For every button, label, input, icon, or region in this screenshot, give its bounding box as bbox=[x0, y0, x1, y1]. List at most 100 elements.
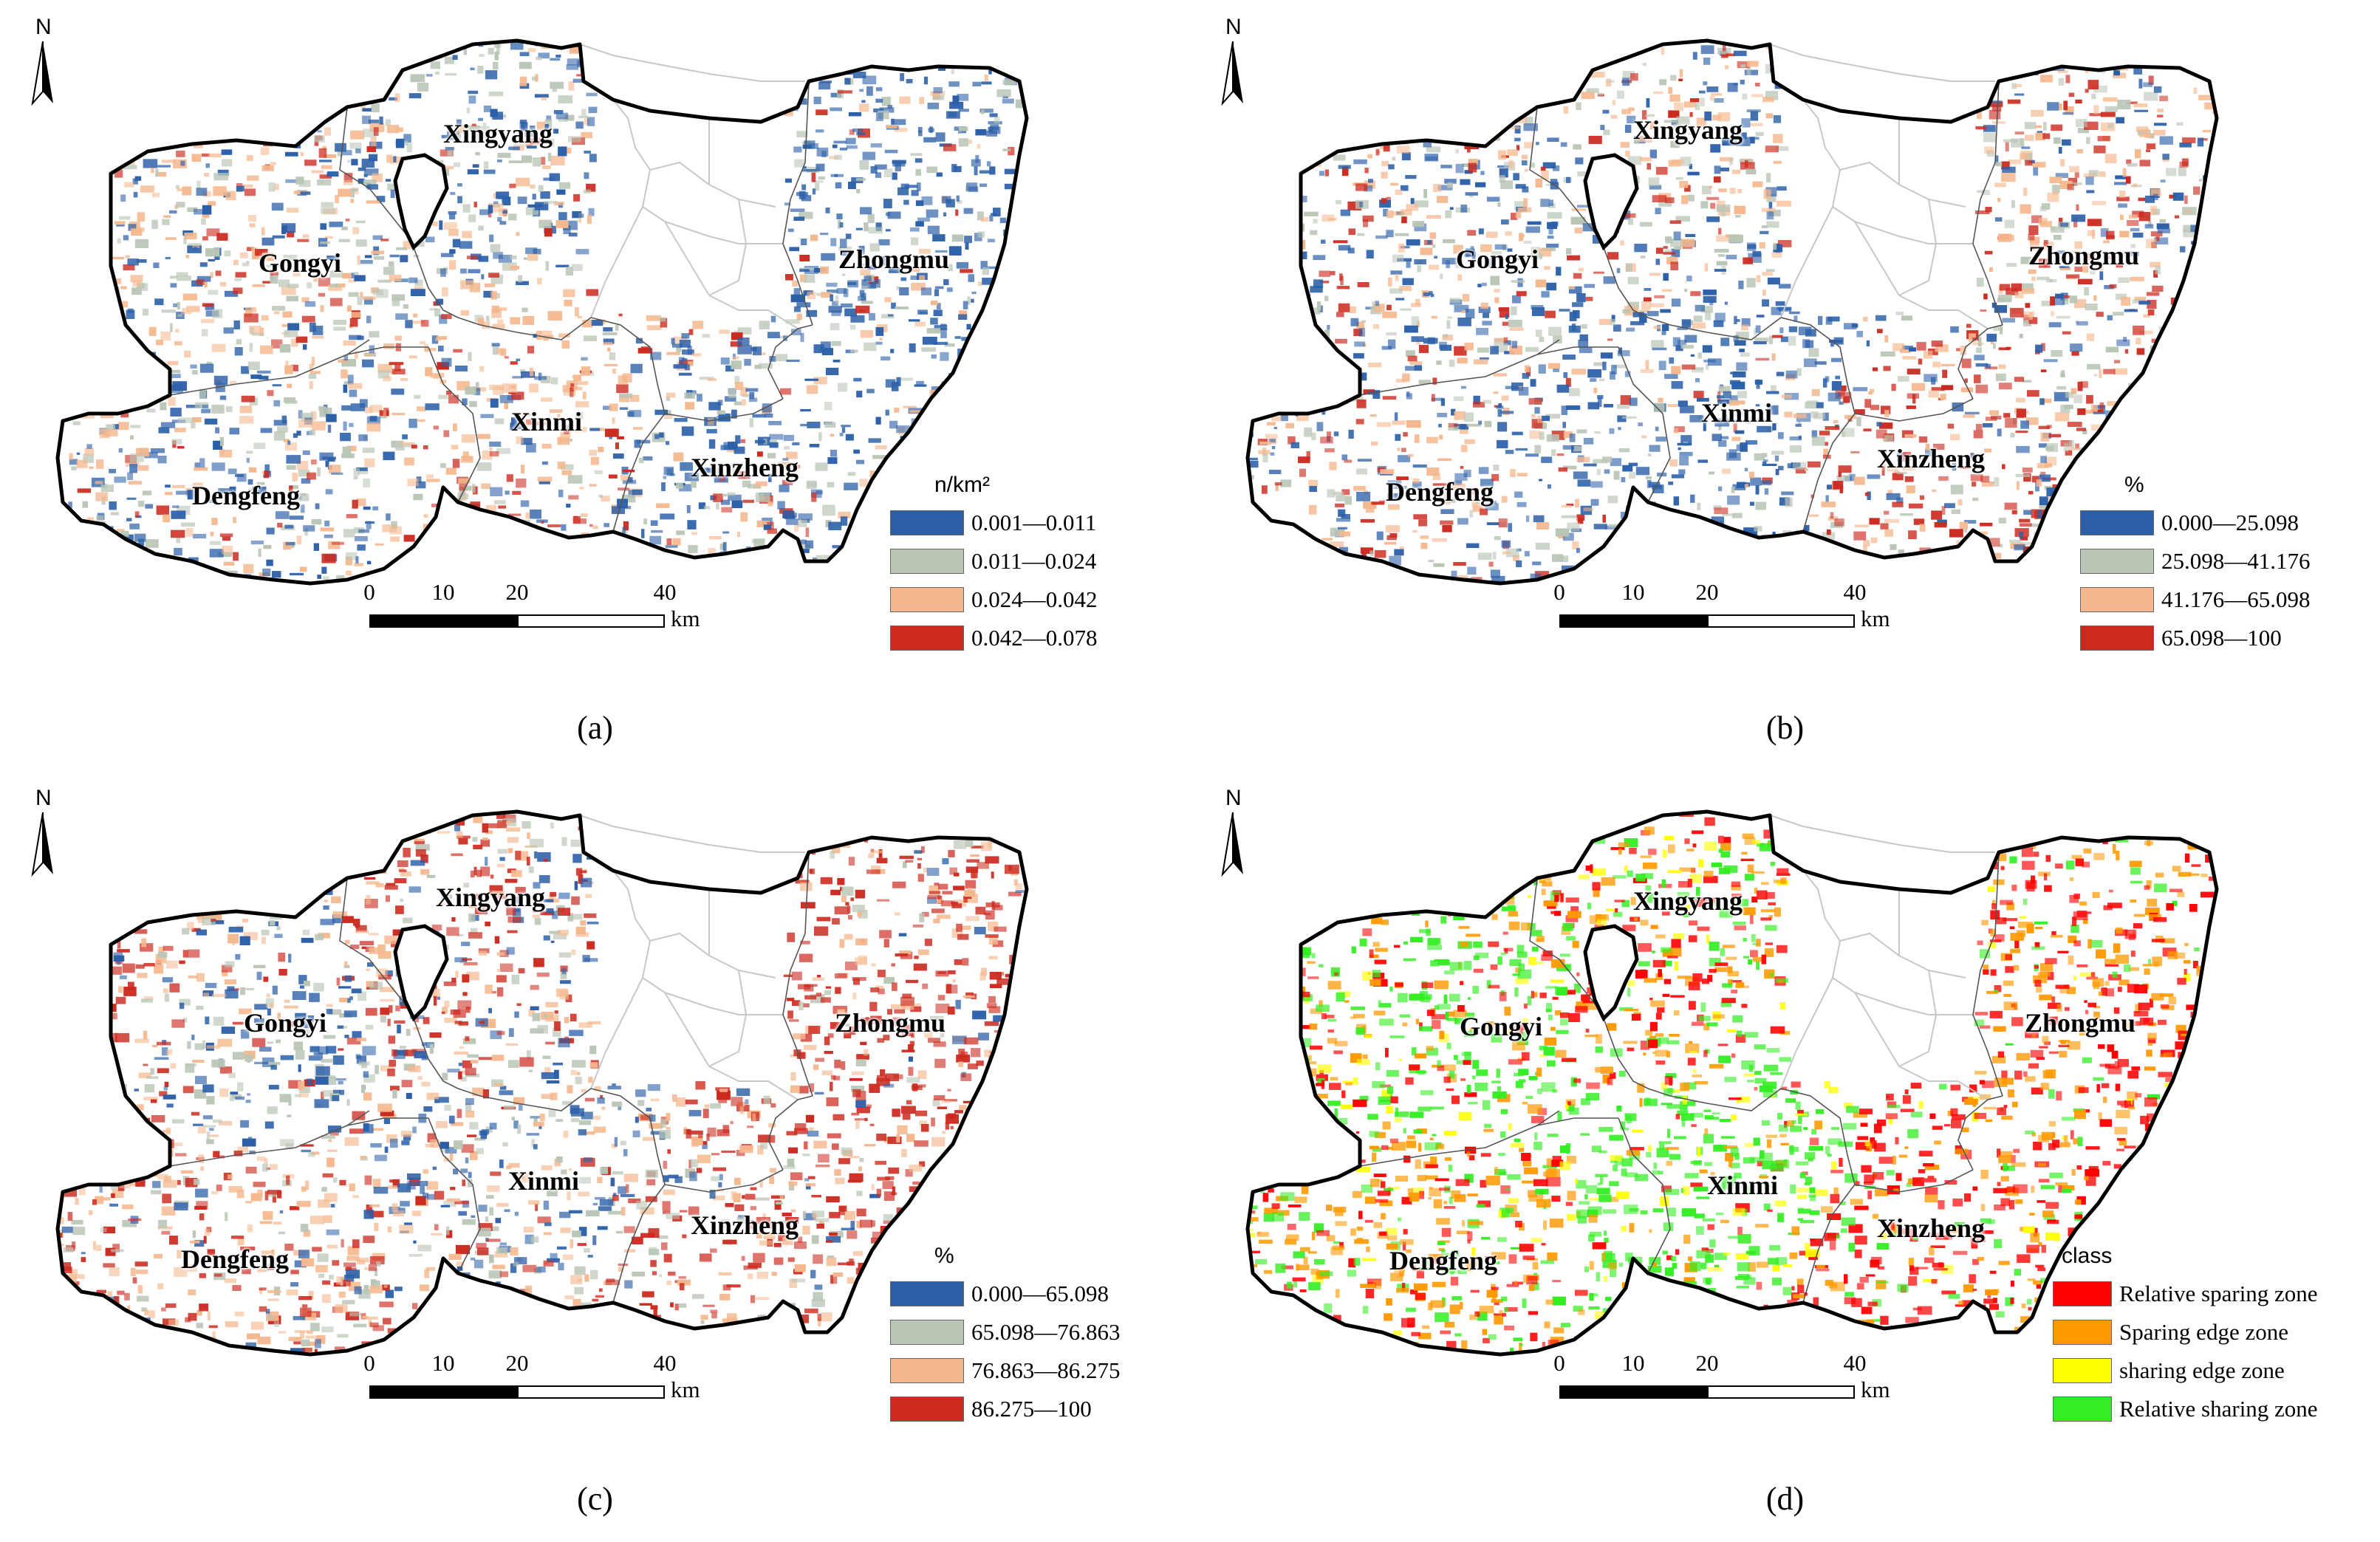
legend-item: 86.275—100 bbox=[890, 1390, 1186, 1428]
county-boundary bbox=[346, 1117, 428, 1126]
scale-segment-white bbox=[517, 614, 665, 628]
north-arrow: N bbox=[21, 15, 65, 111]
legend-swatch bbox=[890, 626, 964, 651]
north-label: N bbox=[1225, 15, 1242, 39]
map-panel-a: N Xingyang Gongyi Zhongmu Xinmi Xinzheng… bbox=[0, 0, 1190, 771]
panel-caption: (d) bbox=[1765, 1481, 1805, 1517]
map-legend: n/km² 0.001—0.011 0.011—0.024 0.024—0.04… bbox=[890, 473, 1186, 657]
scale-segment-white bbox=[517, 1385, 665, 1399]
scale-segment-black bbox=[1559, 614, 1709, 628]
district-boundary bbox=[1769, 815, 1995, 853]
scale-tick: 40 bbox=[1843, 579, 1867, 605]
county-boundary bbox=[1957, 1095, 2003, 1171]
county-boundary bbox=[1854, 1169, 1974, 1193]
map-canvas bbox=[1245, 809, 2219, 1357]
legend-item: 0.001—0.011 bbox=[890, 504, 1186, 542]
legend-label: 0.000—65.098 bbox=[971, 1281, 1109, 1306]
legend-title: class bbox=[2062, 1244, 2113, 1268]
county-boundary bbox=[767, 1095, 813, 1171]
county-boundary bbox=[169, 339, 370, 396]
legend-swatch bbox=[890, 1358, 964, 1383]
district-boundary bbox=[1802, 99, 1841, 171]
county-boundary bbox=[1802, 413, 1856, 532]
county-boundary bbox=[1972, 80, 2003, 326]
map-canvas bbox=[1245, 38, 2219, 586]
county-boundary bbox=[428, 1117, 481, 1274]
scale-tick: 10 bbox=[431, 1350, 455, 1376]
legend-swatch bbox=[890, 549, 964, 574]
label-gongyi: Gongyi bbox=[259, 248, 342, 278]
scale-tick: 0 bbox=[363, 579, 375, 605]
legend-item: 76.863—86.275 bbox=[890, 1351, 1186, 1390]
legend-label: sharing edge zone bbox=[2119, 1357, 2285, 1383]
district-boundary bbox=[708, 1066, 799, 1100]
scale-tick: 0 bbox=[1553, 1350, 1565, 1376]
scale-tick: 20 bbox=[505, 579, 529, 605]
legend-swatch bbox=[2053, 1281, 2112, 1306]
north-arrow-icon bbox=[1221, 812, 1243, 877]
legend-title: n/km² bbox=[934, 473, 990, 497]
county-boundary bbox=[1854, 398, 1974, 422]
scale-tick: 40 bbox=[1843, 1350, 1867, 1376]
scale-bar: 0 10 20 40 km bbox=[1552, 1350, 1907, 1439]
label-zhongmu: Zhongmu bbox=[2025, 1008, 2136, 1038]
district-boundary bbox=[664, 221, 783, 244]
label-xinzheng: Xinzheng bbox=[691, 453, 799, 482]
legend-item: sharing edge zone bbox=[2053, 1351, 2348, 1390]
county-boundary bbox=[1536, 1117, 1618, 1126]
district-boundary bbox=[1854, 992, 1973, 1015]
scale-tick: 10 bbox=[1621, 579, 1645, 605]
label-gongyi: Gongyi bbox=[1456, 244, 1539, 274]
legend-label: 0.000—25.098 bbox=[2161, 510, 2299, 535]
district-boundary bbox=[1831, 169, 1900, 296]
legend-label: 65.098—76.863 bbox=[971, 1319, 1121, 1345]
study-area-boundary bbox=[1245, 809, 2219, 1357]
map-panel-d: N Xingyang Gongyi Zhongmu Xinmi Xinzheng… bbox=[1190, 771, 2380, 1542]
county-boundary bbox=[1780, 1088, 1856, 1185]
label-xinzheng: Xinzheng bbox=[1877, 1213, 1986, 1243]
label-zhongmu: Zhongmu bbox=[838, 244, 950, 274]
scale-bar: 0 10 20 40 km bbox=[362, 579, 717, 668]
scale-segment-white bbox=[1707, 1385, 1855, 1399]
label-xinzheng: Xinzheng bbox=[1877, 444, 1986, 473]
legend-label: Relative sparing zone bbox=[2119, 1281, 2318, 1306]
district-boundary bbox=[708, 295, 799, 329]
label-gongyi: Gongyi bbox=[1460, 1012, 1543, 1041]
county-boundary bbox=[413, 247, 592, 340]
legend-label: 0.024—0.042 bbox=[971, 586, 1098, 612]
legend-item: 65.098—100 bbox=[2080, 619, 2376, 657]
label-xingyang: Xingyang bbox=[1633, 115, 1743, 145]
legend-label: Sparing edge zone bbox=[2119, 1319, 2288, 1345]
map-legend: % 0.000—25.098 25.098—41.176 41.176—65.0… bbox=[2080, 473, 2376, 657]
north-label: N bbox=[1225, 786, 1242, 810]
district-boundary bbox=[708, 970, 748, 1067]
map-legend: % 0.000—65.098 65.098—76.863 76.863—86.2… bbox=[890, 1244, 1186, 1428]
scale-unit: km bbox=[671, 1377, 700, 1402]
scale-bar: 0 10 20 40 km bbox=[1552, 579, 1907, 668]
legend-label: 76.863—86.275 bbox=[971, 1357, 1121, 1383]
legend-swatch bbox=[890, 1281, 964, 1306]
county-boundary bbox=[339, 877, 414, 1015]
district-boundary bbox=[708, 199, 748, 296]
county-boundary bbox=[1802, 1184, 1856, 1303]
map-panel-b: N Xingyang Gongyi Zhongmu Xinmi Xinzheng… bbox=[1190, 0, 2380, 771]
legend-label: 0.042—0.078 bbox=[971, 625, 1098, 651]
district-boundary bbox=[1854, 221, 1973, 244]
county-boundary bbox=[590, 1088, 666, 1185]
legend-swatch bbox=[2053, 1358, 2112, 1383]
district-boundary bbox=[641, 940, 710, 1067]
north-label: N bbox=[35, 15, 52, 39]
district-boundary bbox=[1898, 199, 1938, 296]
district-boundary bbox=[664, 992, 783, 1015]
scale-tick: 10 bbox=[431, 579, 455, 605]
legend-item: 65.098—76.863 bbox=[890, 1313, 1186, 1351]
legend-item: 0.000—25.098 bbox=[2080, 504, 2376, 542]
district-boundary bbox=[1898, 1066, 1989, 1100]
label-xinzheng: Xinzheng bbox=[691, 1210, 799, 1240]
label-xingyang: Xingyang bbox=[443, 119, 553, 148]
district-boundary bbox=[649, 161, 776, 208]
legend-item: 25.098—41.176 bbox=[2080, 542, 2376, 580]
label-xingyang: Xingyang bbox=[436, 883, 546, 912]
scale-tick: 20 bbox=[1695, 1350, 1719, 1376]
